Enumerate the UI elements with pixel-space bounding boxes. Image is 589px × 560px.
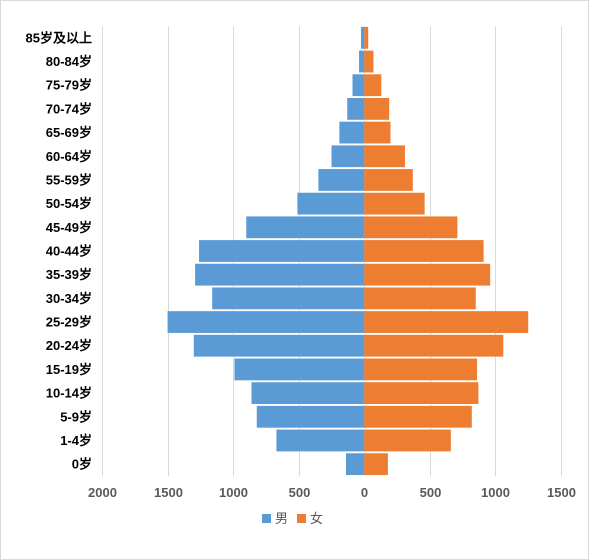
category-label: 45-49岁 bbox=[46, 220, 92, 235]
female-legend-label: 女 bbox=[310, 511, 323, 526]
male-bar bbox=[212, 287, 365, 310]
category-labels: 85岁及以上 80-84岁 75-79岁 70-74岁 65-69岁 60-64岁 55-5… bbox=[26, 30, 92, 471]
female-bar bbox=[364, 145, 405, 168]
female-bar bbox=[364, 334, 504, 357]
category-label: 25-29岁 bbox=[46, 315, 92, 330]
female-bar bbox=[364, 287, 476, 310]
male-bar bbox=[251, 382, 365, 404]
female-bar bbox=[364, 50, 374, 73]
x-tick-label: 0 bbox=[361, 485, 368, 500]
male-bar bbox=[276, 429, 365, 452]
category-label: 30-34岁 bbox=[46, 291, 92, 306]
female-bar bbox=[364, 169, 413, 191]
male-bar bbox=[352, 74, 365, 97]
x-tick-label: 1000 bbox=[219, 485, 248, 500]
category-label: 15-19岁 bbox=[46, 362, 92, 377]
male-bar bbox=[318, 169, 365, 191]
category-label: 40-44岁 bbox=[46, 244, 92, 259]
male-bar bbox=[234, 358, 365, 381]
category-label: 75-79岁 bbox=[46, 78, 92, 93]
bars bbox=[167, 26, 529, 476]
male-bar bbox=[246, 216, 365, 239]
male-bar bbox=[331, 145, 365, 168]
category-label: 5-9岁 bbox=[60, 409, 92, 424]
male-bar bbox=[347, 98, 365, 120]
female-bar bbox=[364, 216, 458, 239]
category-label: 70-74岁 bbox=[46, 101, 92, 116]
legend: 男女 bbox=[262, 511, 323, 526]
male-bar bbox=[199, 240, 365, 262]
male-bar bbox=[339, 121, 365, 144]
female-bar bbox=[364, 358, 478, 381]
female-bar bbox=[364, 263, 491, 286]
x-tick-label: 500 bbox=[420, 485, 442, 500]
male-bar bbox=[167, 311, 365, 333]
x-tick-label: 1000 bbox=[481, 485, 510, 500]
category-label: 85岁及以上 bbox=[26, 30, 92, 45]
category-label: 35-39岁 bbox=[46, 267, 92, 282]
category-label: 80-84岁 bbox=[46, 54, 92, 69]
category-label: 1-4岁 bbox=[60, 433, 92, 448]
female-bar bbox=[364, 240, 484, 262]
x-tick-label: 500 bbox=[289, 485, 311, 500]
male-bar bbox=[256, 405, 365, 428]
category-label: 20-24岁 bbox=[46, 338, 92, 353]
female-legend-swatch bbox=[297, 514, 306, 523]
male-legend-swatch bbox=[262, 514, 271, 523]
male-bar bbox=[361, 26, 365, 49]
x-tick-label: 1500 bbox=[154, 485, 183, 500]
female-bar bbox=[364, 74, 382, 97]
category-label: 10-14岁 bbox=[46, 386, 92, 401]
category-label: 0岁 bbox=[72, 457, 92, 472]
female-bar bbox=[364, 453, 388, 476]
x-axis-tick-labels: 2000 1500 1000 500 0 500 1000 1500 bbox=[88, 485, 576, 500]
category-label: 50-54岁 bbox=[46, 196, 92, 211]
male-bar bbox=[193, 334, 365, 357]
category-label: 65-69岁 bbox=[46, 125, 92, 140]
female-bar bbox=[364, 26, 369, 49]
x-tick-label: 1500 bbox=[547, 485, 576, 500]
female-bar bbox=[364, 429, 451, 452]
male-bar bbox=[195, 263, 365, 286]
female-bar bbox=[364, 98, 390, 120]
male-bar bbox=[345, 453, 365, 476]
category-label: 55-59岁 bbox=[46, 172, 92, 187]
female-bar bbox=[364, 121, 391, 144]
female-bar bbox=[364, 405, 472, 428]
male-bar bbox=[359, 50, 365, 73]
male-bar bbox=[297, 192, 365, 215]
female-bar bbox=[364, 311, 529, 333]
male-legend-label: 男 bbox=[275, 511, 288, 526]
female-bar bbox=[364, 382, 479, 404]
x-tick-label: 2000 bbox=[88, 485, 117, 500]
category-label: 60-64岁 bbox=[46, 149, 92, 164]
female-bar bbox=[364, 192, 425, 215]
